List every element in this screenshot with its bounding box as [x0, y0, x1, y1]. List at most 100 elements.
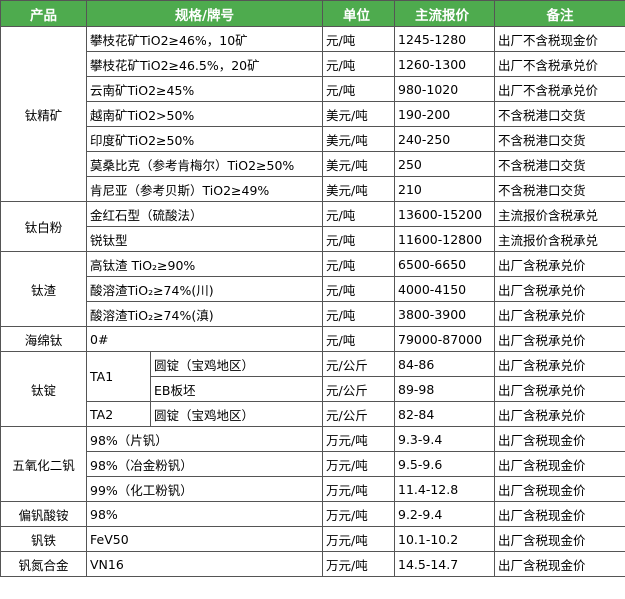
- price-cell: 980-1020: [394, 76, 495, 102]
- unit-cell: 元/吨: [322, 226, 395, 252]
- table-row: 五氧化二钒 98%（片钒） 万元/吨 9.3-9.4 出厂含税现金价: [0, 426, 625, 502]
- table-row: 印度矿TiO2≥50% 美元/吨 240-250 不含税港口交货: [1, 126, 625, 152]
- note-cell: 出厂含税承兑价: [494, 301, 625, 327]
- header-row: 产品 规格/牌号 单位 主流报价 备注: [0, 0, 625, 27]
- spec-cell: FeV50: [86, 526, 323, 552]
- table-row: 酸溶渣TiO₂≥74%(滇) 元/吨 3800-3900 出厂含税承兑价: [1, 301, 625, 327]
- price-cell: 190-200: [394, 101, 495, 127]
- table-row: 云南矿TiO2≥45% 元/吨 980-1020 出厂不含税承兑价: [1, 76, 625, 102]
- spec-cell: 圆锭（宝鸡地区）: [150, 351, 323, 377]
- unit-cell: 元/公斤: [322, 376, 395, 402]
- price-cell: 3800-3900: [394, 301, 495, 327]
- header-cell: 单位: [322, 0, 395, 27]
- product-cell: 钛精矿: [0, 26, 87, 202]
- price-cell: 89-98: [394, 376, 495, 402]
- header-cell: 规格/牌号: [86, 0, 323, 27]
- note-cell: 出厂含税承兑价: [494, 276, 625, 302]
- grade-cell: TA2: [86, 401, 151, 427]
- note-cell: 不含税港口交货: [494, 176, 625, 202]
- unit-cell: 万元/吨: [322, 501, 395, 527]
- unit-cell: 元/吨: [322, 51, 395, 77]
- price-cell: 84-86: [394, 351, 495, 377]
- spec-cell: 98%（冶金粉钒）: [86, 451, 323, 477]
- price-cell: 1260-1300: [394, 51, 495, 77]
- price-cell: 9.3-9.4: [394, 426, 495, 452]
- note-cell: 出厂不含税承兑价: [494, 76, 625, 102]
- unit-cell: 美元/吨: [322, 126, 395, 152]
- spec-cell: 印度矿TiO2≥50%: [86, 126, 323, 152]
- table-row: 海绵钛 0# 元/吨 79000-87000 出厂含税承兑价: [0, 326, 625, 352]
- unit-cell: 元/吨: [322, 276, 395, 302]
- price-cell: 9.5-9.6: [394, 451, 495, 477]
- product-cell: 海绵钛: [0, 326, 87, 352]
- note-cell: 出厂含税承兑价: [494, 401, 625, 427]
- table-row: 99%（化工粉钒） 万元/吨 11.4-12.8 出厂含税现金价: [1, 476, 625, 502]
- spec-cell: 金红石型（硫酸法）: [86, 201, 323, 227]
- spec-cell: VN16: [86, 551, 323, 577]
- unit-cell: 万元/吨: [322, 476, 395, 502]
- unit-cell: 万元/吨: [322, 451, 395, 477]
- table-row: 钛锭 TA1 圆锭（宝鸡地区） 元/公斤 84-86 出厂含税承兑价: [0, 351, 625, 427]
- table-row: 钒铁 FeV50 万元/吨 10.1-10.2 出厂含税现金价: [0, 526, 625, 552]
- header-cell: 主流报价: [394, 0, 495, 27]
- note-cell: 出厂含税承兑价: [494, 326, 625, 352]
- note-cell: 出厂含税承兑价: [494, 376, 625, 402]
- spec-cell: 锐钛型: [86, 226, 323, 252]
- price-cell: 82-84: [394, 401, 495, 427]
- table-row: 钛精矿 攀枝花矿TiO2≥46%，10矿 元/吨 1245-1280 出厂不含税现金价: [0, 26, 625, 202]
- unit-cell: 元/吨: [322, 326, 395, 352]
- note-cell: 不含税港口交货: [494, 126, 625, 152]
- spec-cell: EB板坯: [150, 376, 323, 402]
- table-row: 锐钛型 元/吨 11600-12800 主流报价含税承兑: [1, 226, 625, 252]
- spec-cell: 越南矿TiO2>50%: [86, 101, 323, 127]
- note-cell: 出厂含税现金价: [494, 501, 625, 527]
- price-cell: 6500-6650: [394, 251, 495, 277]
- note-cell: 出厂不含税现金价: [494, 26, 625, 52]
- price-cell: 9.2-9.4: [394, 501, 495, 527]
- table-row: 钒氮合金 VN16 万元/吨 14.5-14.7 出厂含税现金价: [0, 551, 625, 577]
- product-cell: 钛锭: [0, 351, 87, 427]
- table-row: TA2 圆锭（宝鸡地区） 元/公斤 82-84 出厂含税承兑价: [1, 401, 625, 427]
- price-cell: 11600-12800: [394, 226, 495, 252]
- note-cell: 出厂含税现金价: [494, 426, 625, 452]
- spec-cell: 圆锭（宝鸡地区）: [150, 401, 323, 427]
- spec-cell: 攀枝花矿TiO2≥46.5%，20矿: [86, 51, 323, 77]
- unit-cell: 万元/吨: [322, 551, 395, 577]
- spec-cell: 98%: [86, 501, 323, 527]
- unit-cell: 元/吨: [322, 251, 395, 277]
- price-cell: 4000-4150: [394, 276, 495, 302]
- spec-cell: 云南矿TiO2≥45%: [86, 76, 323, 102]
- spec-cell: 98%（片钒）: [86, 426, 323, 452]
- unit-cell: 美元/吨: [322, 151, 395, 177]
- table-row: 钛渣 高钛渣 TiO₂≥90% 元/吨 6500-6650 出厂含税承兑价: [0, 251, 625, 327]
- unit-cell: 元/吨: [322, 201, 395, 227]
- product-cell: 钛渣: [0, 251, 87, 327]
- price-cell: 240-250: [394, 126, 495, 152]
- unit-cell: 元/吨: [322, 301, 395, 327]
- spec-cell: 攀枝花矿TiO2≥46%，10矿: [86, 26, 323, 52]
- grade-cell: TA1: [86, 351, 151, 402]
- price-cell: 79000-87000: [394, 326, 495, 352]
- product-cell: 偏钒酸铵: [0, 501, 87, 527]
- unit-cell: 万元/吨: [322, 426, 395, 452]
- unit-cell: 元/吨: [322, 26, 395, 52]
- table-row: 钛白粉 金红石型（硫酸法） 元/吨 13600-15200 主流报价含税承兑: [0, 201, 625, 252]
- product-cell: 钒铁: [0, 526, 87, 552]
- table-row: 偏钒酸铵 98% 万元/吨 9.2-9.4 出厂含税现金价: [0, 501, 625, 527]
- note-cell: 不含税港口交货: [494, 151, 625, 177]
- unit-cell: 美元/吨: [322, 176, 395, 202]
- spec-cell: 酸溶渣TiO₂≥74%(川): [86, 276, 323, 302]
- note-cell: 出厂含税现金价: [494, 551, 625, 577]
- unit-cell: 美元/吨: [322, 101, 395, 127]
- table-row: 肯尼亚（参考贝斯）TiO2≥49% 美元/吨 210 不含税港口交货: [1, 176, 625, 202]
- table-row: 98%（冶金粉钒） 万元/吨 9.5-9.6 出厂含税现金价: [1, 451, 625, 477]
- spec-cell: 99%（化工粉钒）: [86, 476, 323, 502]
- price-cell: 210: [394, 176, 495, 202]
- table-row: 莫桑比克（参考肯梅尔）TiO2≥50% 美元/吨 250 不含税港口交货: [1, 151, 625, 177]
- product-cell: 钒氮合金: [0, 551, 87, 577]
- unit-cell: 元/公斤: [322, 401, 395, 427]
- note-cell: 出厂含税现金价: [494, 526, 625, 552]
- spec-cell: 高钛渣 TiO₂≥90%: [86, 251, 323, 277]
- price-cell: 13600-15200: [394, 201, 495, 227]
